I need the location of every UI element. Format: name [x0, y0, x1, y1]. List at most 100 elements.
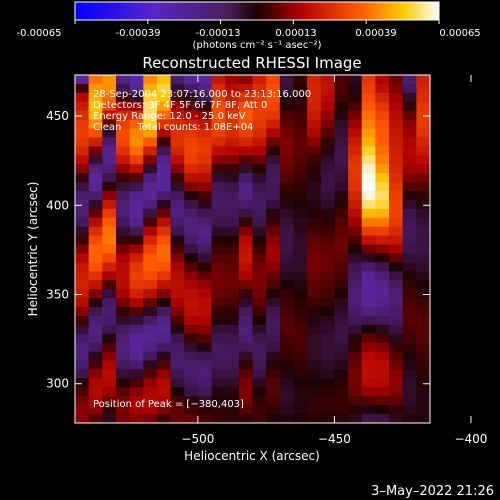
heatmap-cell [389, 387, 404, 397]
heatmap-cell [238, 208, 254, 219]
heatmap-cell [211, 324, 226, 335]
heatmap-cell [211, 146, 226, 156]
heatmap-cell [266, 271, 281, 281]
heatmap-cell [416, 75, 430, 85]
heatmap-cell [389, 351, 404, 362]
heatmap-cell [334, 351, 349, 362]
heatmap-cell [402, 333, 417, 344]
heatmap-cell [197, 92, 213, 103]
heatmap-cell [348, 262, 363, 272]
heatmap-cell [375, 137, 390, 147]
heatmap-cell [115, 405, 131, 415]
heatmap-cell [307, 387, 322, 397]
heatmap-cell [225, 396, 240, 406]
heatmap-cell [320, 217, 336, 228]
heatmap-cell [361, 414, 376, 423]
heatmap-cell [266, 262, 281, 272]
heatmap-cell [375, 289, 390, 299]
heatmap-cell [102, 155, 117, 165]
heatmap-cell [115, 92, 131, 103]
heatmap-cell [416, 137, 430, 147]
heatmap-cell [143, 280, 158, 290]
heatmap-cell [88, 369, 103, 379]
heatmap-cell [156, 360, 172, 371]
heatmap-cell [129, 208, 144, 219]
heatmap-cell [375, 75, 390, 85]
heatmap-cell [320, 324, 336, 335]
heatmap-cell [320, 137, 336, 147]
heatmap-cell [102, 387, 117, 397]
heatmap-cell [252, 182, 267, 192]
heatmap-cell [156, 369, 172, 379]
heatmap-cell [115, 226, 131, 237]
heatmap-cell [75, 119, 90, 130]
heatmap-cell [88, 414, 103, 423]
heatmap-cell [334, 155, 349, 165]
heatmap-cell [184, 83, 199, 94]
heatmap-cell [375, 324, 390, 335]
heatmap-cell [375, 128, 390, 139]
heatmap-cell [75, 164, 90, 174]
heatmap-cell [279, 271, 295, 281]
heatmap-cell [225, 280, 240, 290]
heatmap-cell [293, 119, 308, 130]
heatmap-cell [238, 119, 254, 130]
heatmap-cell [402, 271, 417, 281]
heatmap-cell [225, 414, 240, 423]
heatmap-cell [156, 244, 172, 255]
heatmap-cell [348, 298, 363, 308]
heatmap-cell [143, 387, 158, 397]
heatmap-cell [307, 208, 322, 219]
heatmap-cell [307, 351, 322, 362]
heatmap-cell [225, 253, 240, 263]
heatmap-cell [115, 378, 131, 388]
heatmap-cell [75, 217, 90, 228]
heatmap-cell [416, 378, 430, 388]
heatmap-cell [320, 75, 336, 85]
heatmap-cell [279, 110, 295, 121]
heatmap-cell [211, 244, 226, 255]
heatmap-cell [184, 173, 199, 183]
heatmap-cell [129, 262, 144, 272]
heatmap-cell [115, 396, 131, 406]
heatmap-cell [211, 208, 226, 219]
heatmap-cell [361, 92, 376, 103]
heatmap-cell [156, 75, 172, 85]
heatmap-cell [197, 333, 213, 344]
heatmap-cell [225, 262, 240, 272]
heatmap-cell [197, 342, 213, 353]
heatmap-cell [88, 75, 103, 85]
heatmap-cell [293, 351, 308, 362]
heatmap-cell [184, 137, 199, 147]
heatmap-cell [416, 351, 430, 362]
heatmap-cell [156, 199, 172, 210]
heatmap-cell [293, 262, 308, 272]
colorbar-tick-label: 0.00013 [275, 28, 316, 39]
heatmap-cell [266, 387, 281, 397]
heatmap-cell [252, 369, 267, 379]
heatmap-cell [184, 146, 199, 156]
heatmap-cell [320, 182, 336, 192]
heatmap-cell [143, 155, 158, 165]
heatmap-cell [238, 378, 254, 388]
heatmap-cell [416, 155, 430, 165]
heatmap-cell [75, 208, 90, 219]
heatmap-cell [279, 360, 295, 371]
heatmap-cell [389, 369, 404, 379]
heatmap-cell [143, 137, 158, 147]
heatmap-cell [361, 351, 376, 362]
heatmap-cell [389, 396, 404, 406]
heatmap-cell [197, 75, 213, 85]
heatmap-cell [225, 351, 240, 362]
heatmap-cell [143, 164, 158, 174]
heatmap-cell [170, 110, 185, 121]
heatmap-cell [170, 405, 185, 415]
heatmap-cell [88, 155, 103, 165]
heatmap-cell [348, 83, 363, 94]
heatmap-cell [197, 110, 213, 121]
heatmap-cell [197, 101, 213, 112]
heatmap-cell [197, 324, 213, 335]
heatmap-cell [375, 271, 390, 281]
heatmap-cell [307, 173, 322, 183]
heatmap-cell [416, 405, 430, 415]
